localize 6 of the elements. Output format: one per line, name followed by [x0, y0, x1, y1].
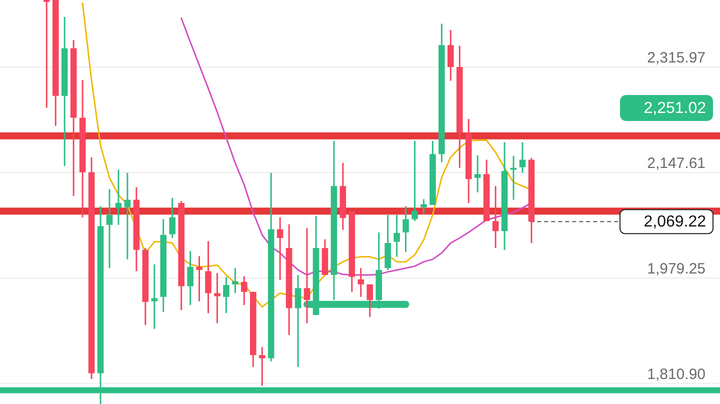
y-tick-label: 1,810.90	[647, 366, 706, 383]
y-tick-label: 2,147.61	[647, 154, 706, 172]
y-tick-label: 2,315.97	[647, 50, 706, 67]
ref-line-label: 2,069.22	[644, 214, 706, 231]
y-tick-label: 1,979.25	[647, 260, 706, 278]
text: 2,251.02	[644, 100, 706, 117]
